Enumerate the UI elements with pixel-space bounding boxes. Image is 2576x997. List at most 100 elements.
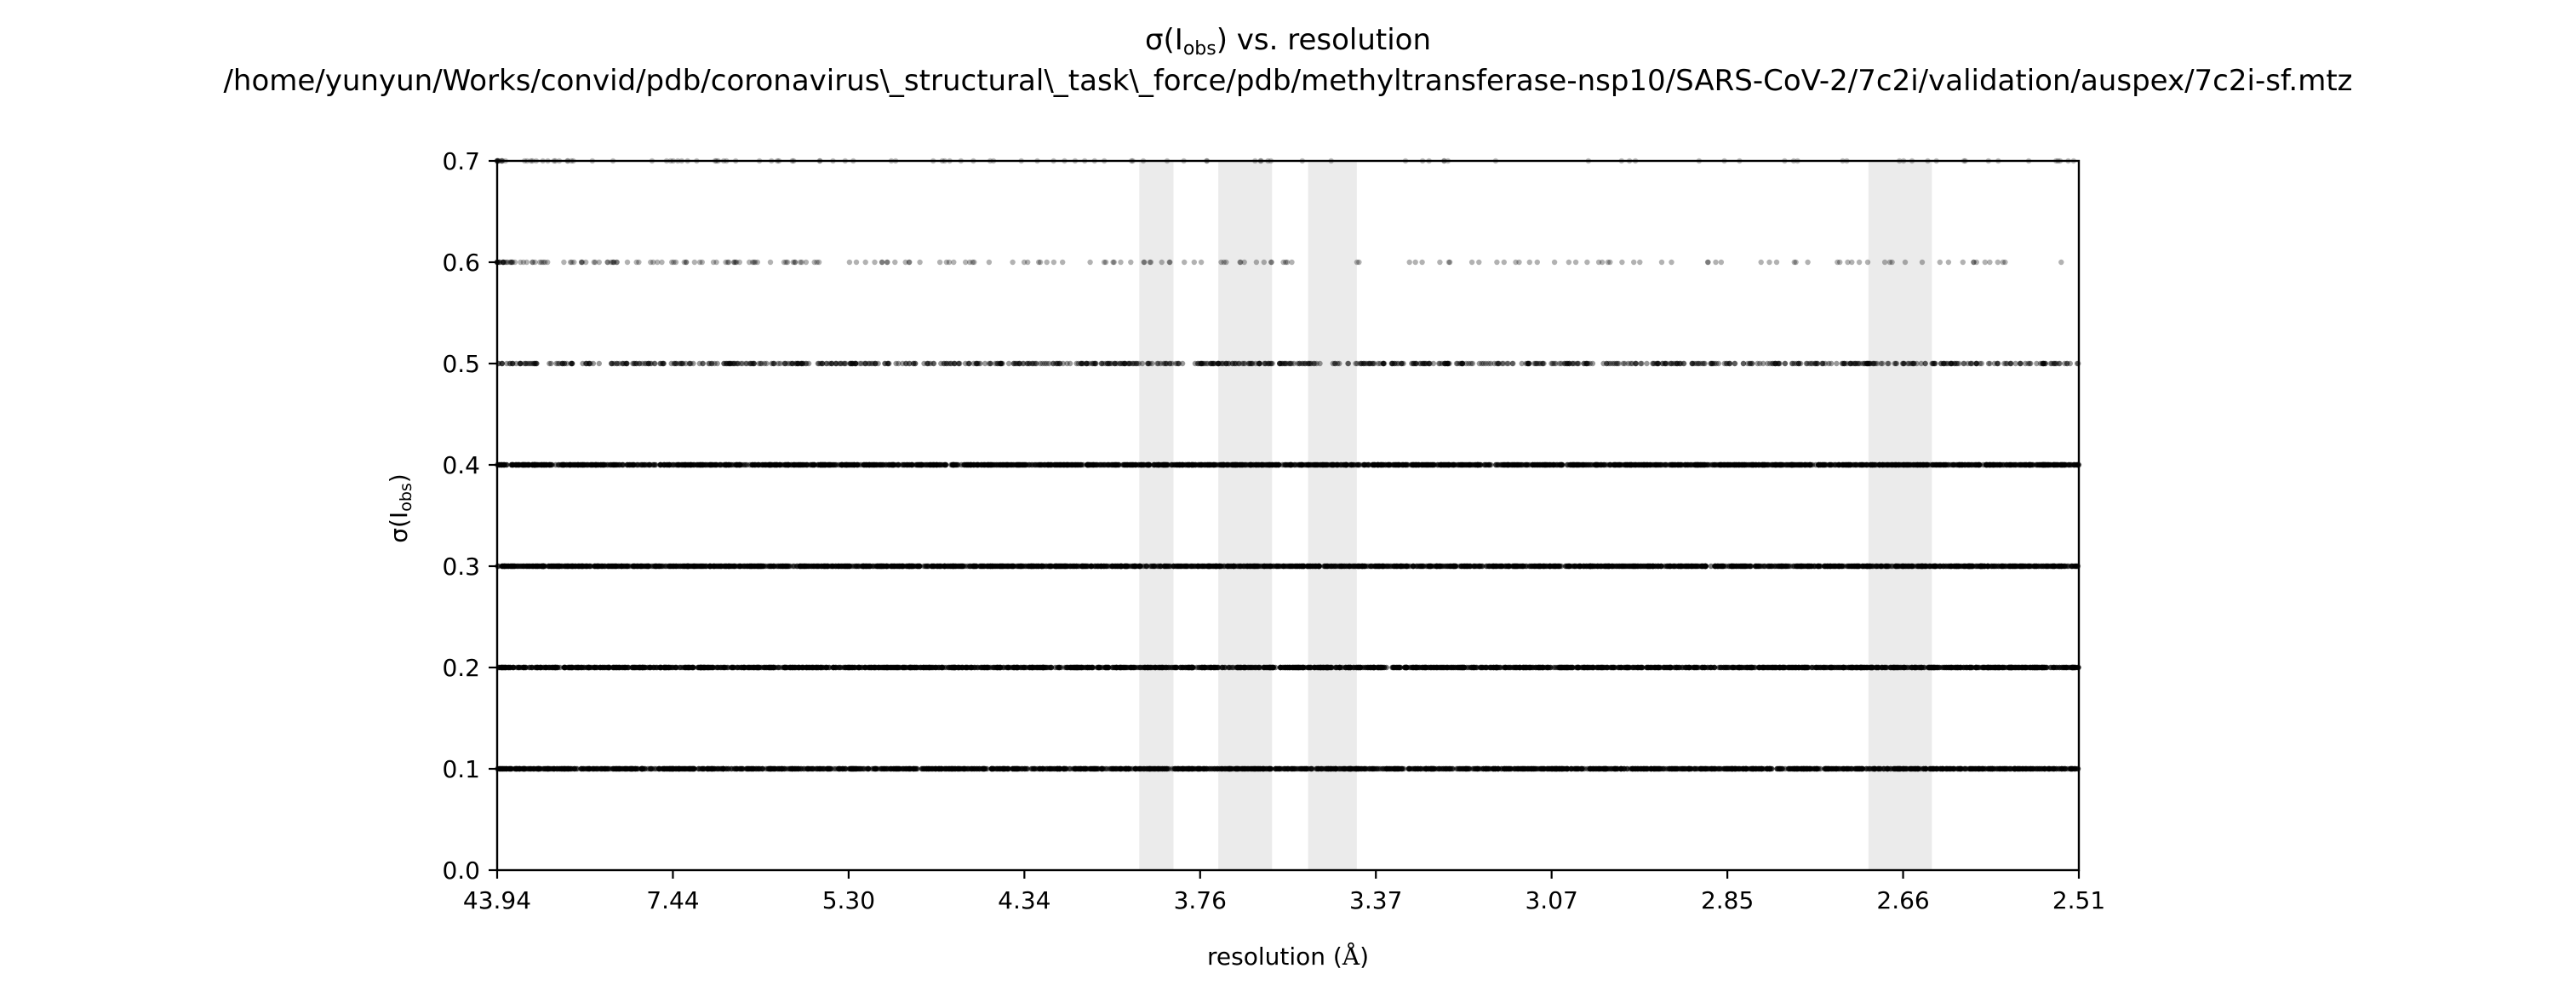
data-point xyxy=(988,765,994,772)
series-sigma-0.1 xyxy=(495,765,2081,772)
data-point xyxy=(1249,765,1256,772)
data-point xyxy=(1147,765,1153,772)
data-point xyxy=(518,664,524,671)
data-point xyxy=(805,765,811,772)
data-point xyxy=(704,765,710,772)
data-point xyxy=(1425,765,1431,772)
ice-ring-bands xyxy=(1139,161,1932,870)
data-point xyxy=(1241,765,1247,772)
data-point xyxy=(994,765,1000,772)
ice-ring-band-3 xyxy=(1868,161,1932,870)
data-point xyxy=(667,765,673,772)
data-point xyxy=(1214,664,1221,671)
data-point xyxy=(1333,765,1339,772)
data-point xyxy=(1669,664,1674,671)
data-point xyxy=(1234,765,1240,772)
data-point xyxy=(1419,664,1426,671)
data-point xyxy=(619,765,626,772)
data-point xyxy=(1153,765,1159,772)
data-point xyxy=(1670,765,1676,772)
data-point xyxy=(1950,765,1956,772)
data-point xyxy=(1963,664,1969,671)
data-point xyxy=(873,765,879,772)
data-point xyxy=(818,765,824,772)
data-point xyxy=(1270,664,1276,671)
data-point xyxy=(599,664,605,671)
data-point xyxy=(1846,765,1852,772)
data-point xyxy=(1983,765,1989,772)
data-point xyxy=(1600,664,1607,671)
data-point xyxy=(647,765,654,772)
data-point xyxy=(624,765,630,772)
data-point xyxy=(885,664,891,671)
data-point xyxy=(1862,664,1868,671)
data-point xyxy=(2002,765,2008,772)
data-point xyxy=(1655,664,1661,671)
data-point xyxy=(666,664,672,671)
data-point xyxy=(573,664,579,671)
data-point xyxy=(690,664,696,671)
data-point xyxy=(599,765,605,772)
chart-subtitle: /home/yunyun/Works/convid/pdb/coronaviru… xyxy=(223,64,2352,98)
data-point xyxy=(1792,765,1798,772)
data-point xyxy=(586,664,592,671)
data-point xyxy=(1852,664,1859,671)
data-point xyxy=(1575,664,1581,671)
data-point xyxy=(979,664,985,671)
data-point xyxy=(1694,765,1700,772)
data-point xyxy=(1234,664,1241,671)
data-point xyxy=(963,765,970,772)
data-point xyxy=(510,664,516,671)
data-point xyxy=(1559,765,1566,772)
data-point xyxy=(1999,664,2006,671)
data-point xyxy=(1618,664,1624,671)
data-point xyxy=(1747,664,1754,671)
data-point xyxy=(2058,664,2064,671)
data-point xyxy=(1478,664,1484,671)
data-point xyxy=(1078,765,1084,772)
data-point xyxy=(764,664,770,671)
data-point xyxy=(1992,664,1999,671)
data-point xyxy=(1392,765,1399,772)
data-point xyxy=(1099,765,1106,772)
data-point xyxy=(948,664,954,671)
data-point xyxy=(1833,765,1840,772)
data-point xyxy=(789,765,795,772)
data-point xyxy=(1327,765,1334,772)
data-point xyxy=(2051,664,2057,671)
data-point xyxy=(1793,664,1799,671)
data-point xyxy=(1229,664,1235,671)
data-point xyxy=(1496,664,1502,671)
data-point xyxy=(1609,664,1616,671)
data-point xyxy=(1511,765,1518,772)
data-point xyxy=(1273,765,1279,772)
data-point xyxy=(1444,664,1451,671)
data-point xyxy=(656,765,662,772)
data-point xyxy=(1445,765,1451,772)
data-point xyxy=(734,765,741,772)
data-point xyxy=(1439,664,1445,671)
data-point xyxy=(517,765,523,772)
data-point xyxy=(2073,664,2079,671)
data-point xyxy=(561,765,568,772)
data-point xyxy=(1645,664,1652,671)
data-point xyxy=(1759,664,1765,671)
data-point xyxy=(632,664,638,671)
data-point xyxy=(1277,664,1284,671)
data-point xyxy=(1764,765,1770,772)
data-point xyxy=(1772,664,1778,671)
ice-ring-band-2 xyxy=(1308,161,1357,870)
data-point xyxy=(1715,664,1722,671)
data-point xyxy=(943,664,949,671)
data-point xyxy=(1109,765,1115,772)
data-point xyxy=(1347,765,1353,772)
data-point xyxy=(1072,765,1079,772)
data-point xyxy=(1921,664,1927,671)
data-point xyxy=(861,765,867,772)
data-point xyxy=(1741,765,1747,772)
data-point xyxy=(1474,765,1480,772)
data-point xyxy=(1661,664,1668,671)
data-point xyxy=(1536,765,1543,772)
data-point xyxy=(1879,664,1885,671)
data-point xyxy=(1848,664,1854,671)
